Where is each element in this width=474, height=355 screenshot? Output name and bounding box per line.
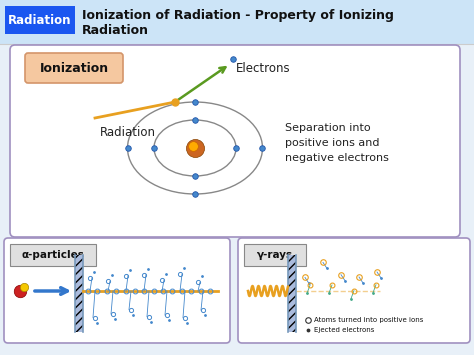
Text: Separation into
positive ions and
negative electrons: Separation into positive ions and negati… [285, 123, 389, 163]
Text: Electrons: Electrons [236, 62, 291, 76]
Text: Atoms turned into positive ions: Atoms turned into positive ions [314, 317, 423, 323]
Bar [0, 44, 474, 355]
FancyBboxPatch shape [10, 45, 460, 237]
Text: Radiation: Radiation [100, 126, 156, 140]
Text: α-particles: α-particles [21, 250, 84, 260]
FancyBboxPatch shape [238, 238, 470, 343]
Text: Radiation: Radiation [8, 13, 72, 27]
Text: Ionization of Radiation - Property of Ionizing: Ionization of Radiation - Property of Io… [82, 9, 394, 22]
FancyBboxPatch shape [244, 244, 306, 266]
Text: γ-rays: γ-rays [257, 250, 293, 260]
Bar [0, 0, 474, 44]
FancyBboxPatch shape [25, 53, 123, 83]
FancyBboxPatch shape [10, 244, 96, 266]
Text: Radiation: Radiation [82, 23, 149, 37]
Bar [75, 255, 83, 332]
Text: Ionization: Ionization [39, 61, 109, 75]
Bar [288, 255, 296, 332]
Bar [5, 6, 75, 34]
Text: Ejected electrons: Ejected electrons [314, 327, 374, 333]
FancyBboxPatch shape [4, 238, 230, 343]
